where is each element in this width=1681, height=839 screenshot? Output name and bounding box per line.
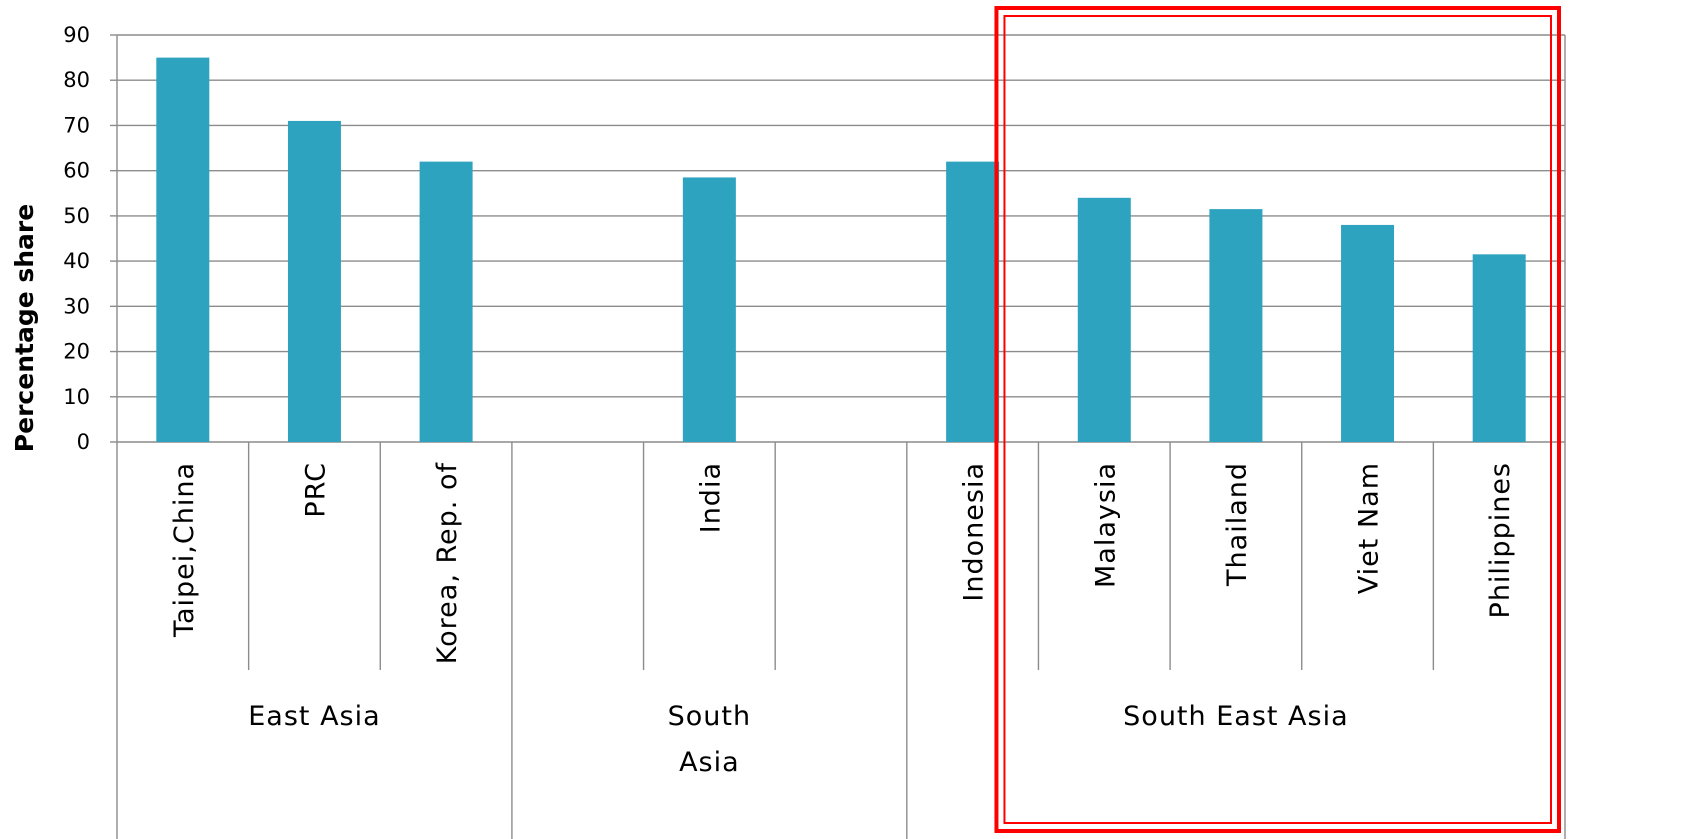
highlight-box	[994, 6, 1561, 833]
x-tick-label: Malaysia	[1090, 462, 1121, 588]
x-tick-label: Thailand	[1222, 462, 1253, 587]
y-tick-label: 0	[77, 430, 90, 454]
bar-prc	[287, 120, 341, 442]
bar-thailand	[1209, 209, 1263, 442]
y-tick-label: 60	[63, 159, 90, 183]
highlight-inner	[1003, 15, 1552, 824]
y-tick-label: 90	[63, 23, 90, 47]
highlight-outer	[994, 6, 1561, 833]
bar-taipei-china	[156, 57, 210, 442]
x-tick-label: Taipei,China	[169, 462, 200, 638]
x-tick-label: Viet Nam	[1354, 462, 1385, 594]
x-tick-label: Philippines	[1485, 462, 1516, 618]
labels: 0 10 20 30 40 50 60 70 80 90 Taipei,China PRC Korea,…	[63, 23, 1516, 778]
group-label: Asia	[679, 747, 740, 778]
y-tick-label: 20	[63, 340, 90, 364]
y-tick-label: 50	[63, 204, 90, 228]
y-tick-label: 40	[63, 249, 90, 273]
bar-philippines	[1472, 254, 1526, 442]
x-tick-label: PRC	[300, 462, 331, 518]
y-tick-label: 30	[63, 294, 90, 318]
axes	[110, 34, 1566, 839]
bars	[156, 57, 1526, 442]
group-label: South East Asia	[1123, 701, 1348, 732]
y-tick-label: 70	[63, 113, 90, 137]
bar-malaysia	[1077, 197, 1131, 442]
y-tick-label: 10	[63, 385, 90, 409]
bar-korea-rep-of	[419, 161, 473, 442]
gridlines	[117, 34, 1565, 443]
x-tick-label: Korea, Rep. of	[432, 462, 463, 665]
x-tick-label: Indonesia	[959, 462, 990, 602]
bar-india	[682, 177, 736, 442]
x-tick-label: India	[695, 462, 726, 533]
bar-indonesia	[946, 161, 1000, 442]
y-tick-label: 80	[63, 68, 90, 92]
y-axis-title: Percentage share	[10, 204, 39, 452]
group-label: South	[668, 701, 751, 732]
group-label: East Asia	[248, 701, 380, 732]
bar-viet-nam	[1341, 224, 1395, 442]
